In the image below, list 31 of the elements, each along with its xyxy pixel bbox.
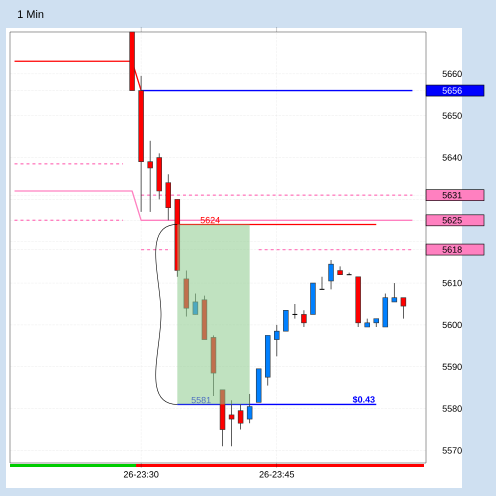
candlestick	[328, 260, 334, 290]
x-tick-label: 26-23:30	[124, 471, 158, 478]
y-tick-label: 5631	[442, 192, 462, 198]
y-tick-label: 5618	[442, 246, 462, 253]
y-tick-label: 5656	[442, 87, 462, 94]
candlestick	[400, 297, 406, 320]
y-tick-label: 5570	[442, 447, 462, 454]
y-tick-label: 5600	[442, 322, 462, 328]
y-tick-label: 5610	[442, 280, 462, 286]
candlestick	[319, 276, 325, 290]
chart-title: 1 Min	[18, 10, 44, 18]
y-tick-label: 5590	[442, 364, 462, 370]
data-label: 5581	[192, 396, 211, 404]
candlestick	[392, 282, 398, 302]
y-tick-label: 5625	[442, 217, 462, 224]
y-tick-label: 5650	[442, 112, 462, 119]
candlestick	[283, 310, 289, 332]
candlestick	[192, 293, 198, 315]
x-tick-label: 26-23:45	[260, 471, 294, 478]
y-tick-label: 5660	[442, 70, 462, 78]
annotation: $0.43	[352, 396, 375, 404]
candlestick	[147, 140, 153, 212]
y-tick-label: 5640	[442, 154, 462, 161]
candlestick	[246, 394, 252, 424]
candlestick	[292, 304, 298, 320]
candlestick	[238, 404, 244, 430]
y-tick-label: 5580	[442, 405, 462, 412]
data-label: 5624	[200, 216, 220, 224]
candlestick	[274, 324, 280, 357]
candlestick	[301, 310, 307, 328]
candlestick	[228, 400, 234, 447]
